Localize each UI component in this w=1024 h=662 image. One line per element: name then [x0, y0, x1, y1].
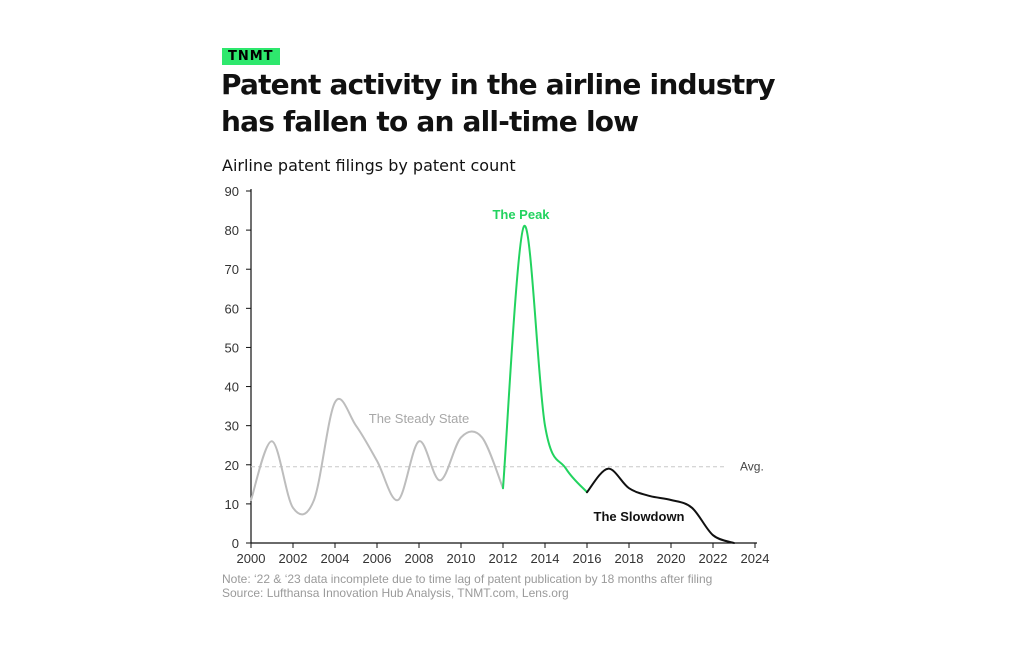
y-tick-label: 10	[225, 497, 239, 512]
series-line-1	[250, 398, 504, 516]
brand-badge: TNMT	[222, 48, 280, 65]
x-tick-label: 2024	[741, 551, 770, 566]
y-tick-label: 40	[225, 380, 239, 395]
x-tick-label: 2002	[279, 551, 308, 566]
x-tick-label: 2010	[447, 551, 476, 566]
annotation-the-steady-state: The Steady State	[369, 411, 469, 426]
chart-subtitle: Airline patent filings by patent count	[222, 156, 516, 175]
y-tick-label: 30	[225, 419, 239, 434]
y-tick-label: 90	[225, 184, 239, 199]
x-tick-label: 2018	[615, 551, 644, 566]
x-tick-label: 2012	[489, 551, 518, 566]
x-tick-label: 2016	[573, 551, 602, 566]
x-tick-label: 2022	[699, 551, 728, 566]
footnote-source: Source: Lufthansa Innovation Hub Analysi…	[222, 586, 569, 600]
x-tick-label: 2008	[405, 551, 434, 566]
y-tick-label: 20	[225, 458, 239, 473]
x-tick-label: 2000	[237, 551, 266, 566]
y-tick-label: 50	[225, 340, 239, 355]
footnote-note: Note: ‘22 & ‘23 data incomplete due to t…	[222, 572, 713, 586]
title-line-2: has fallen to an all-time low	[221, 105, 639, 138]
x-tick-label: 2006	[363, 551, 392, 566]
annotation-the-slowdown: The Slowdown	[594, 509, 685, 524]
y-tick-label: 0	[232, 536, 239, 551]
x-tick-label: 2004	[321, 551, 350, 566]
chart-footnote: Note: ‘22 & ‘23 data incomplete due to t…	[222, 572, 712, 600]
y-tick-label: 80	[225, 223, 239, 238]
annotation-the-peak: The Peak	[492, 207, 550, 222]
x-tick-label: 2020	[657, 551, 686, 566]
title-line-1: Patent activity in the airline industry	[221, 68, 776, 101]
x-tick-label: 2014	[531, 551, 560, 566]
series-line-2	[502, 225, 588, 494]
y-tick-label: 70	[225, 262, 239, 277]
y-tick-label: 60	[225, 301, 239, 316]
average-label: Avg.	[740, 460, 764, 474]
series-line-3	[586, 467, 735, 544]
chart-title: Patent activity in the airline industry …	[221, 66, 821, 140]
